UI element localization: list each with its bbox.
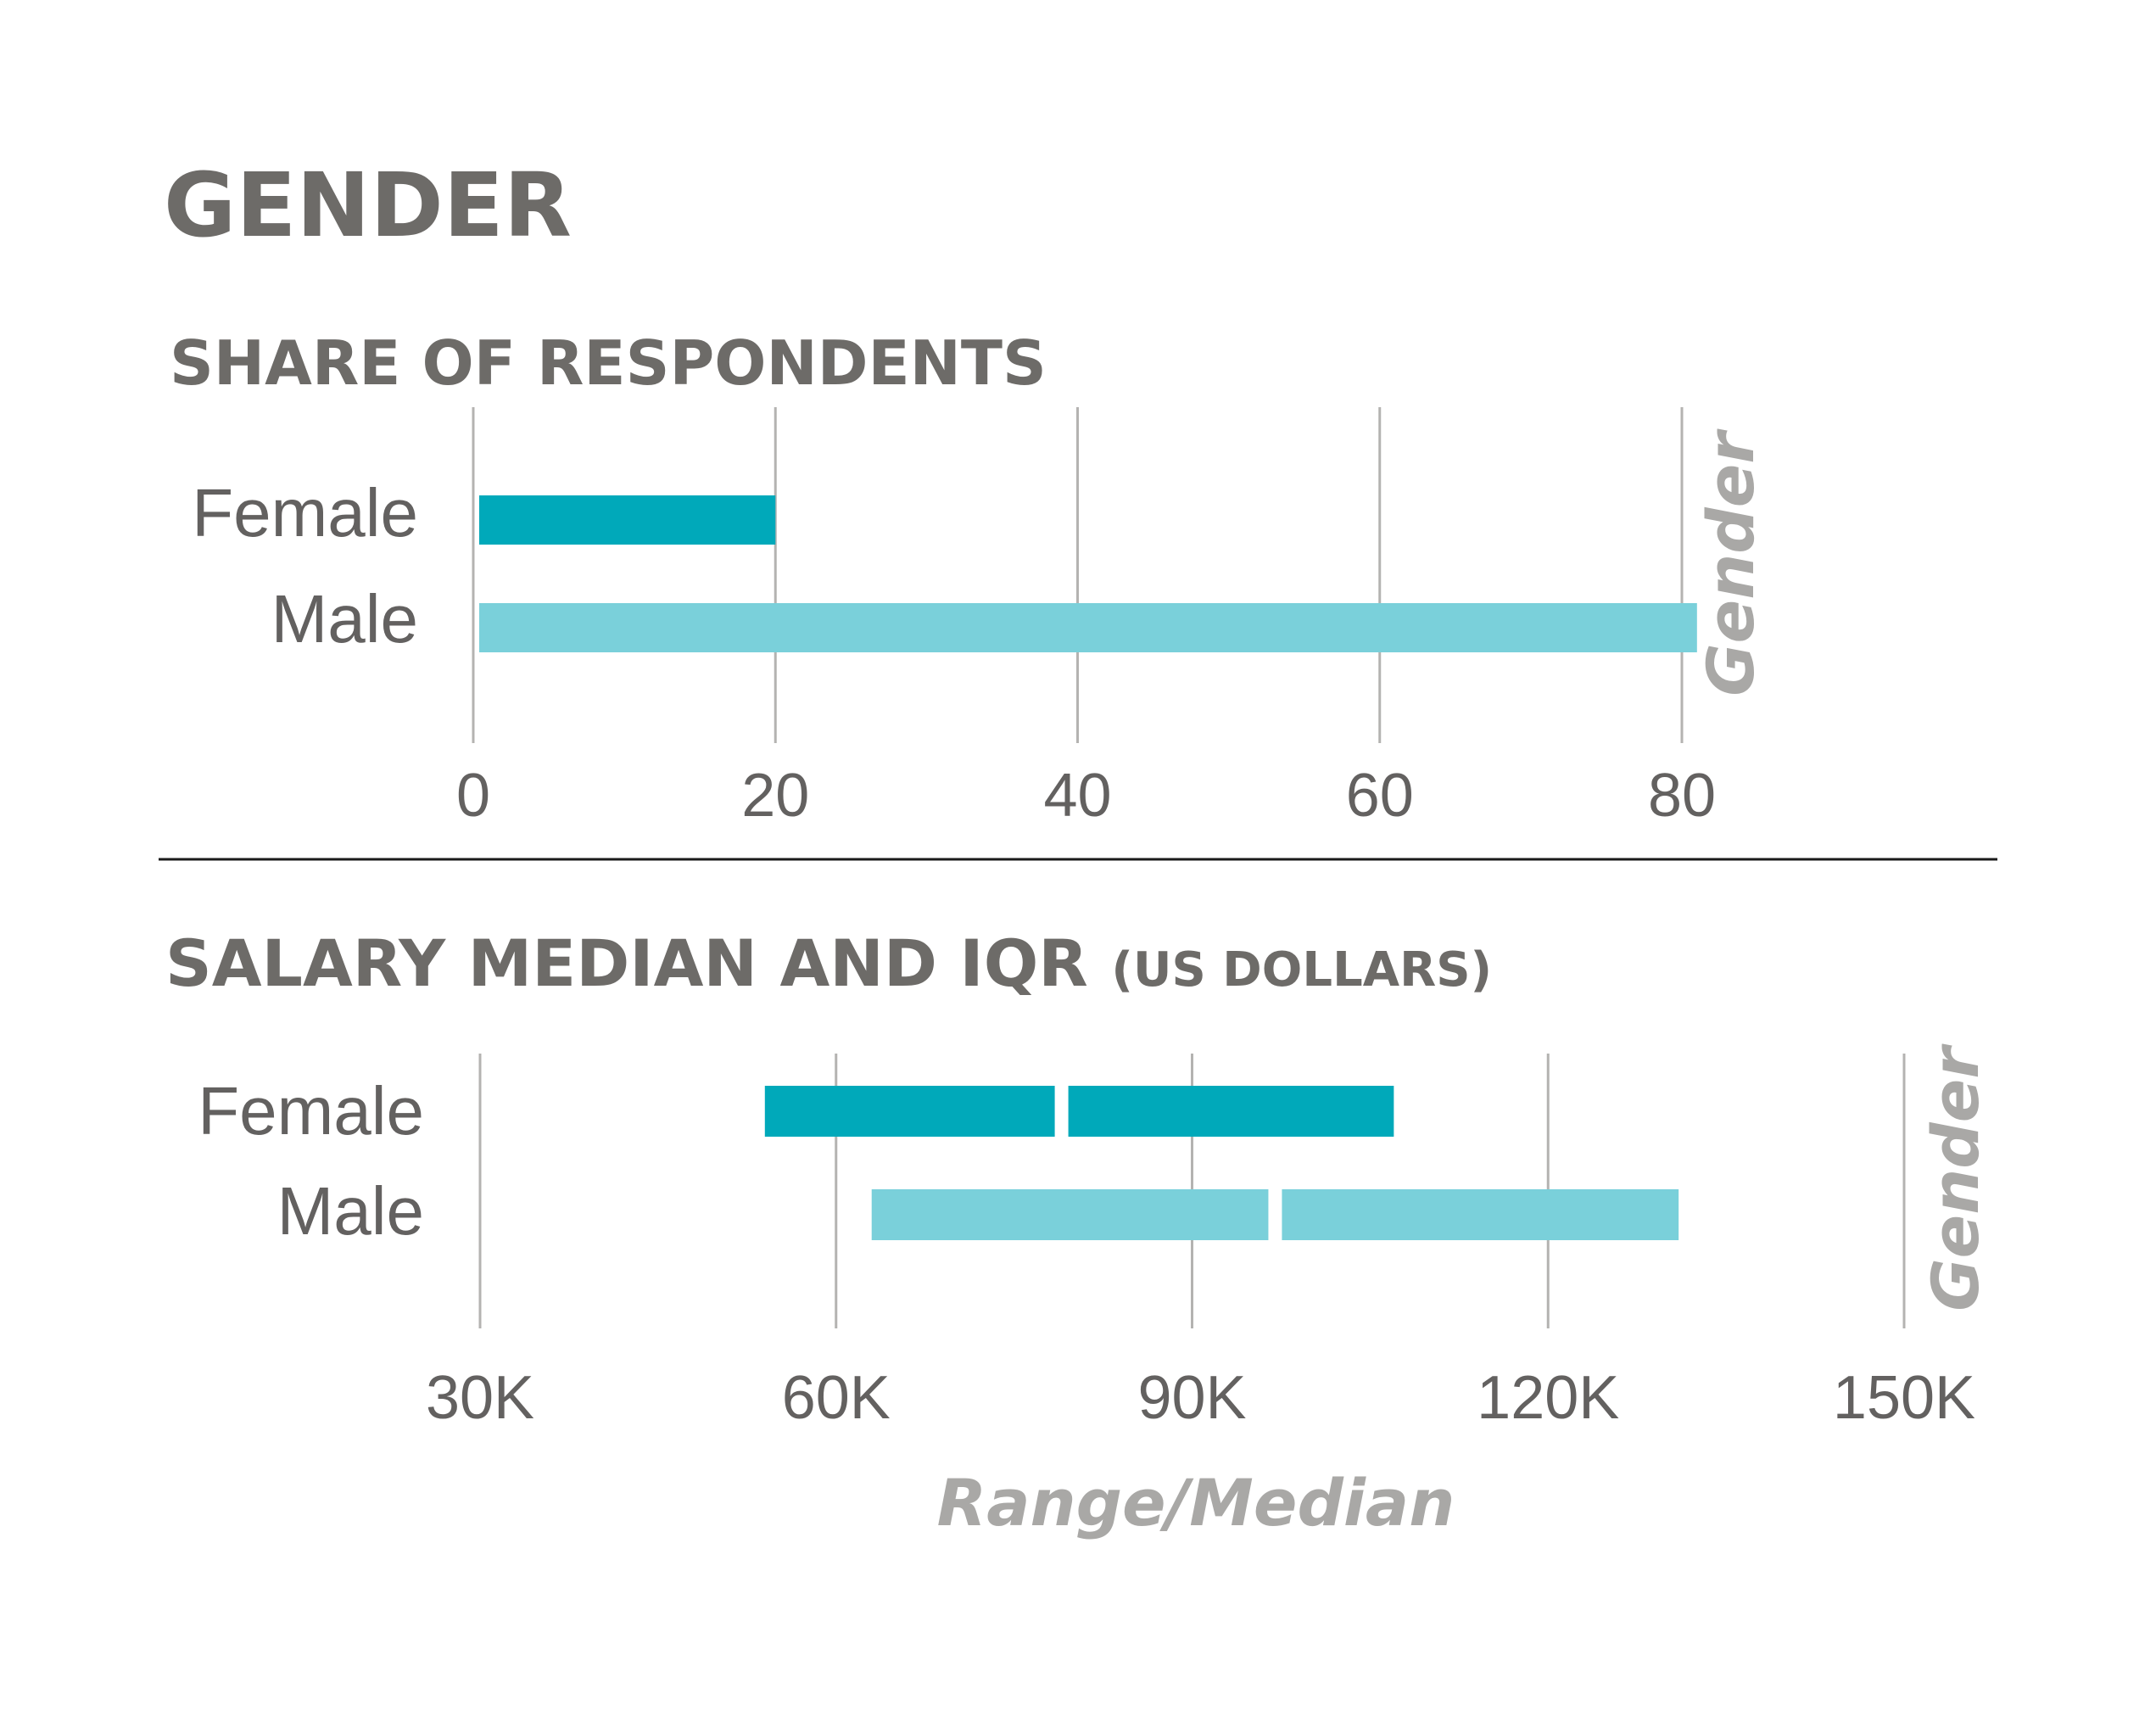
salary-label-female: Female xyxy=(198,1073,424,1149)
share-panel-title: SHARE OF RESPONDENTS xyxy=(170,327,1047,399)
share-tick-labels: 0 20 40 60 80 xyxy=(456,762,1716,830)
salary-iqr-lower-female xyxy=(764,1086,1055,1137)
share-label-female: Female xyxy=(192,475,418,551)
salary-iqr-upper-female xyxy=(1068,1086,1394,1137)
salary-panel: SALARY MEDIAN AND IQR (US DOLLARS) Femal… xyxy=(165,925,1993,1540)
share-bar-female xyxy=(479,495,776,545)
share-gridlines xyxy=(472,407,1684,743)
figure-title: GENDER xyxy=(164,154,572,257)
salary-y-axis-title: Gender xyxy=(1918,1043,1993,1311)
share-tick-0: 0 xyxy=(456,762,490,830)
salary-iqr-lower-male xyxy=(871,1189,1269,1240)
share-y-axis-title: Gender xyxy=(1693,428,1768,696)
salary-iqr-upper-male xyxy=(1282,1189,1679,1240)
salary-tick-30K: 30K xyxy=(426,1364,534,1432)
salary-bars xyxy=(764,1086,1679,1240)
salary-panel-title-suffix: (US DOLLARS) xyxy=(1111,942,1492,998)
salary-label-male: Male xyxy=(277,1173,424,1249)
share-tick-60: 60 xyxy=(1346,762,1414,830)
salary-tick-90K: 90K xyxy=(1137,1364,1246,1432)
share-tick-20: 20 xyxy=(741,762,809,830)
share-label-male: Male xyxy=(271,581,418,657)
salary-tick-labels: 30K 60K 90K 120K 150K xyxy=(426,1364,1975,1432)
salary-panel-title: SALARY MEDIAN AND IQR (US DOLLARS) xyxy=(165,925,1492,1001)
share-bars xyxy=(479,495,1697,652)
salary-x-axis-title: Range/Median xyxy=(937,1465,1455,1540)
salary-tick-60K: 60K xyxy=(782,1364,891,1432)
salary-tick-150K: 150K xyxy=(1833,1364,1975,1432)
salary-panel-title-main: SALARY MEDIAN AND IQR xyxy=(165,925,1088,1001)
share-tick-80: 80 xyxy=(1648,762,1716,830)
share-tick-40: 40 xyxy=(1043,762,1111,830)
share-panel: SHARE OF RESPONDENTS Female Male 0 20 40 60… xyxy=(170,327,1768,830)
salary-tick-120K: 120K xyxy=(1477,1364,1619,1432)
share-bar-male xyxy=(479,603,1697,652)
